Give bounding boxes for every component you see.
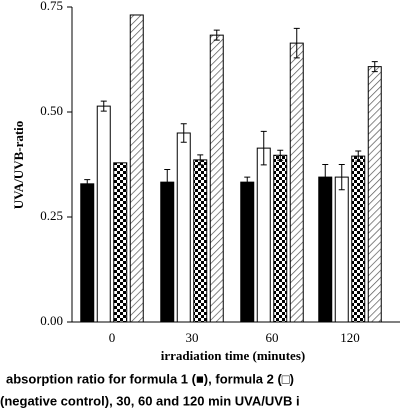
error-bar xyxy=(197,154,204,166)
bar xyxy=(318,176,333,323)
y-tick-label: 0.25 xyxy=(40,208,63,223)
bar xyxy=(334,176,349,323)
bar xyxy=(256,147,271,323)
bar xyxy=(209,34,224,323)
error-bar xyxy=(213,29,220,41)
x-tick-label: 0 xyxy=(109,330,116,345)
x-tick-label: 120 xyxy=(340,330,360,345)
bar xyxy=(113,162,128,323)
bar xyxy=(367,66,382,323)
bar xyxy=(129,14,144,323)
error-bar xyxy=(338,164,345,191)
y-tick-label: 0.00 xyxy=(40,313,63,328)
error-bar xyxy=(100,100,107,112)
error-bar xyxy=(277,149,284,161)
bar xyxy=(193,159,208,323)
y-tick-label: 0.75 xyxy=(40,0,63,13)
bar xyxy=(176,132,191,323)
bar xyxy=(240,181,255,323)
bar xyxy=(80,183,95,323)
error-bar xyxy=(355,150,362,162)
bar xyxy=(289,42,304,323)
bar xyxy=(96,105,111,323)
error-bar xyxy=(84,179,91,189)
error-bar xyxy=(164,169,171,196)
error-bar xyxy=(244,176,251,188)
error-bar xyxy=(322,164,329,191)
y-axis-label: UVA/UVB-ratio xyxy=(11,121,26,210)
caption-line: absorption ratio for formula 1 (■), form… xyxy=(6,371,294,386)
bar xyxy=(160,181,175,323)
bar xyxy=(351,155,366,323)
caption-line: (negative control), 30, 60 and 120 min U… xyxy=(0,393,300,408)
x-tick-label: 60 xyxy=(266,330,279,345)
error-bar xyxy=(180,123,187,143)
error-bar xyxy=(260,130,267,166)
x-tick-label: 30 xyxy=(186,330,199,345)
bar xyxy=(273,154,288,323)
y-tick-label: 0.50 xyxy=(40,103,63,118)
x-axis-label: irradiation time (minutes) xyxy=(161,348,305,363)
error-bar xyxy=(371,61,378,73)
error-bar xyxy=(293,27,300,59)
